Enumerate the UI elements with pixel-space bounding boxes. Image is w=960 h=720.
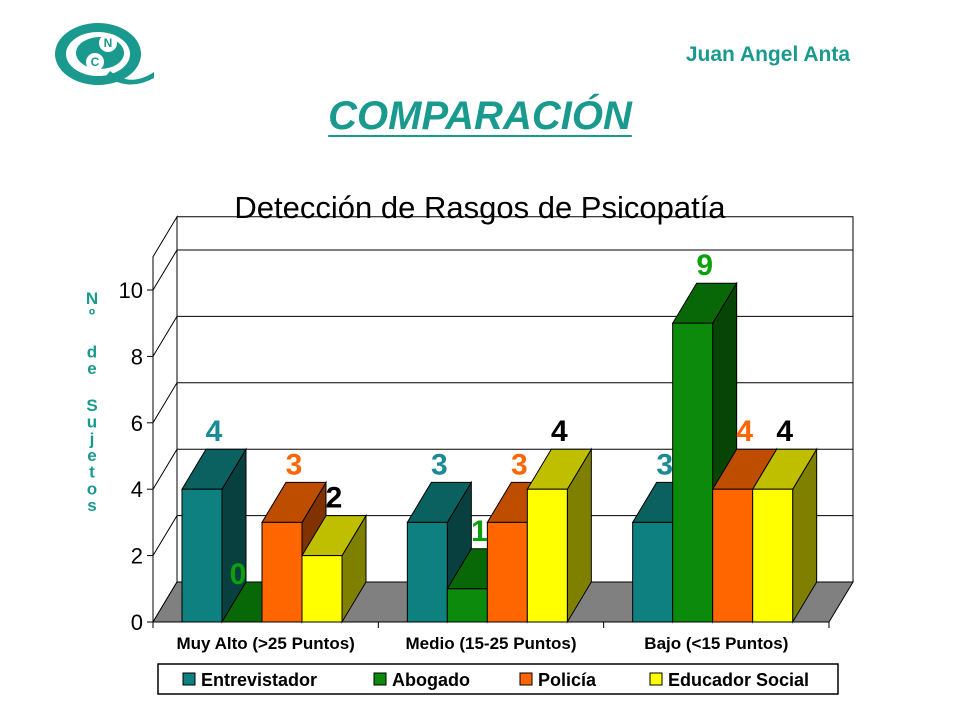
legend-label: Educador Social: [668, 670, 809, 690]
y-axis-label-char: d: [87, 342, 97, 361]
data-label: 3: [286, 448, 303, 481]
gridline: [152, 448, 853, 490]
legend-swatch: [373, 672, 387, 686]
bar: [632, 521, 674, 623]
data-label: 3: [431, 448, 448, 481]
bar: [486, 521, 528, 623]
gridline: [152, 515, 853, 556]
bar: [301, 555, 343, 623]
y-axis-label-char: e: [87, 359, 96, 378]
data-label: 4: [776, 415, 793, 448]
data-label: 9: [696, 249, 713, 282]
data-label: 2: [326, 482, 343, 515]
y-axis-label-char: u: [87, 413, 97, 432]
gridline: [152, 315, 853, 357]
legend: [157, 663, 839, 695]
data-label: 0: [230, 558, 247, 591]
chart-title: Detección de Rasgos de Psicopatía: [234, 190, 726, 225]
y-tick-label: 2: [131, 544, 143, 569]
y-axis-label-char: j: [89, 429, 95, 448]
y-axis-label-char: N: [86, 289, 98, 308]
logo-letter-c: C: [91, 55, 100, 69]
y-axis-label-char: º: [89, 306, 95, 325]
bar: [181, 488, 223, 623]
bar: [712, 488, 754, 623]
bar: [261, 521, 303, 623]
bar: [446, 588, 488, 623]
y-tick-label: 4: [131, 477, 143, 502]
data-label: 3: [511, 448, 528, 481]
data-label: 4: [551, 415, 568, 448]
bar: [406, 521, 448, 623]
chart-side-wall: [152, 214, 178, 624]
y-axis-label-char: t: [89, 463, 95, 482]
gridline: [152, 249, 853, 291]
y-axis-label-char: S: [86, 396, 97, 415]
y-axis-label-char: e: [87, 446, 96, 465]
data-label: 4: [736, 415, 753, 448]
legend-swatch: [649, 672, 663, 686]
y-tick-label: 8: [131, 344, 143, 369]
legend-label: Policía: [538, 670, 597, 690]
legend-label: Abogado: [392, 670, 470, 690]
data-label: 3: [656, 448, 673, 481]
y-tick-label: 6: [131, 411, 143, 436]
data-label: 1: [471, 515, 488, 548]
bar: [526, 488, 568, 623]
x-category-label: Medio (15-25 Puntos): [406, 634, 577, 653]
page-heading: COMPARACIÓN: [328, 94, 632, 138]
bar: [672, 322, 714, 623]
x-category-label: Bajo (<15 Puntos): [644, 634, 788, 653]
y-tick-label: 10: [119, 278, 143, 303]
logo-letter-n: N: [104, 36, 113, 50]
legend-swatch: [519, 672, 533, 686]
legend-label: Entrevistador: [201, 670, 317, 690]
y-tick-label: 0: [131, 610, 143, 635]
author-name: Juan Angel Anta: [685, 43, 850, 66]
nc-logo: N C: [55, 23, 154, 85]
gridline: [152, 382, 853, 424]
data-label: 4: [206, 415, 223, 448]
y-axis-label-char: o: [87, 479, 97, 498]
bar: [752, 488, 794, 623]
legend-swatch: [182, 672, 196, 686]
x-category-label: Muy Alto (>25 Puntos): [176, 634, 354, 653]
y-axis-label-char: s: [87, 496, 96, 515]
